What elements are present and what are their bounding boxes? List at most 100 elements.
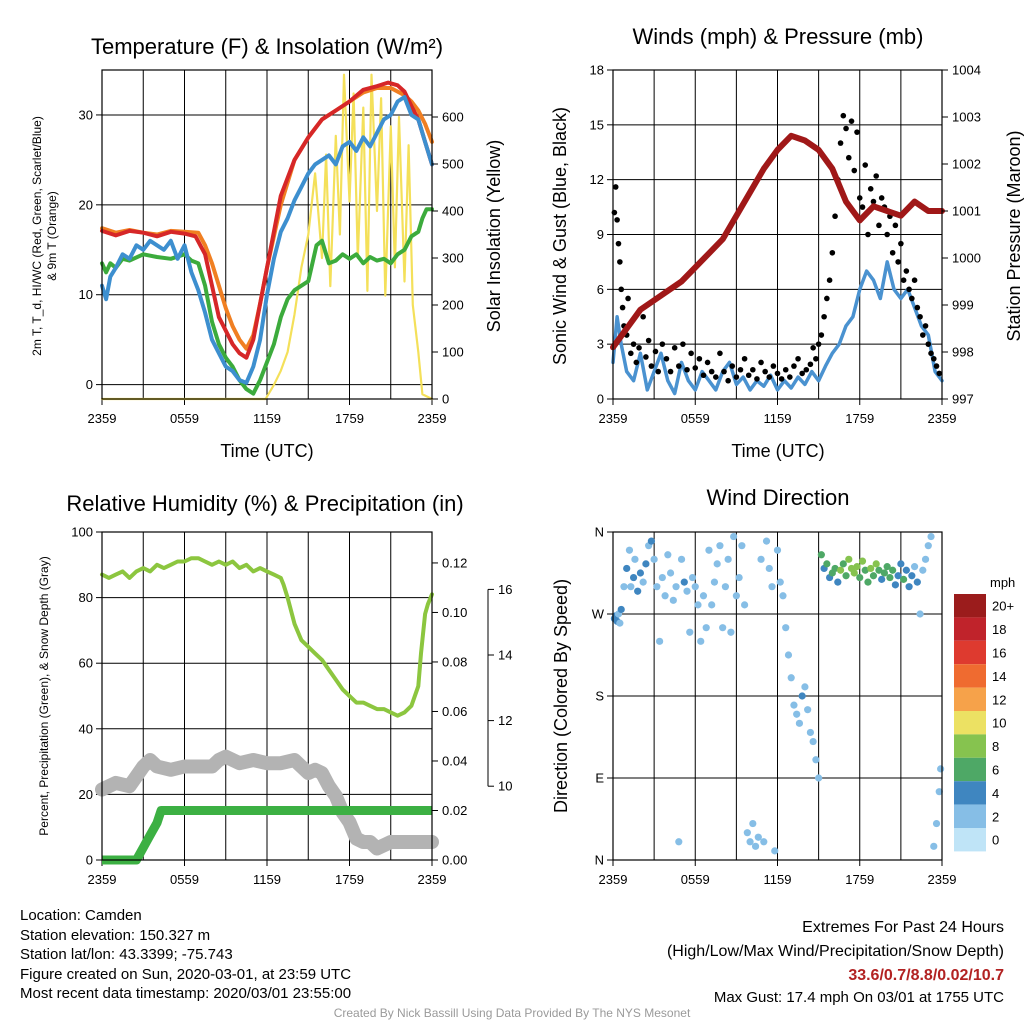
direction-point (664, 551, 672, 559)
direction-point (817, 551, 825, 559)
gust-point (696, 355, 703, 362)
direction-point (839, 560, 847, 568)
y-tick-label: 20 (79, 787, 93, 802)
direction-point (891, 581, 899, 589)
gust-point (758, 359, 764, 366)
direction-point (921, 555, 930, 563)
gust-point (909, 295, 915, 302)
y-tick-label: E (595, 771, 604, 786)
direction-point (713, 560, 721, 568)
colorbar-label: 16 (992, 646, 1006, 661)
gust-point (628, 350, 634, 357)
gust-point (837, 140, 844, 146)
x-tick-label: 2359 (418, 872, 447, 887)
direction-point (806, 728, 815, 737)
gust-point (914, 304, 921, 311)
gust-point (692, 365, 699, 371)
x-tick-label: 2359 (88, 872, 117, 887)
direction-point (771, 847, 779, 855)
insolation-axis-tick-label: 200 (442, 298, 464, 313)
x-tick-label: 0559 (681, 872, 710, 887)
direction-point (669, 596, 677, 604)
sonic-wind-line (611, 260, 944, 396)
direction-point (688, 573, 697, 582)
direction-point (886, 573, 894, 582)
gust-point (815, 341, 822, 347)
gust-point (873, 173, 879, 179)
direction-point (754, 833, 762, 841)
gust-point (617, 259, 623, 265)
gust-point (640, 313, 646, 320)
gust-point (870, 198, 877, 205)
direction-point (683, 587, 691, 595)
y-tick-label: 0 (86, 853, 93, 868)
extremes-subtitle: (High/Low/Max Wind/Precipitation/Snow De… (666, 943, 1004, 960)
rh-line (100, 556, 434, 718)
direction-point (910, 563, 919, 571)
wind-x-label: Time (UTC) (731, 441, 824, 461)
direction-point (699, 592, 708, 600)
gust-point (766, 374, 773, 380)
gust-point (750, 366, 756, 373)
direction-point (757, 555, 765, 563)
gust-point (936, 370, 943, 377)
insolation-axis-tick-label: 300 (442, 251, 464, 266)
direction-point (872, 560, 880, 568)
x-tick-label: 1759 (335, 872, 364, 887)
precip-axis-tick-label: 0.08 (442, 654, 467, 669)
direction-point (894, 572, 902, 580)
extremes-title: Extremes For Past 24 Hours (802, 919, 1004, 936)
direction-point (935, 788, 943, 796)
gust-point (704, 359, 711, 366)
gust-point (933, 363, 940, 369)
gust-point (688, 350, 694, 357)
direction-point (741, 601, 749, 609)
recent-text: Most recent data timestamp: 2020/03/01 2… (20, 985, 352, 1002)
direction-point (861, 566, 869, 574)
direction-point (666, 569, 675, 577)
direction-point (650, 555, 658, 563)
gust-point (826, 277, 833, 283)
direction-point (776, 578, 784, 586)
gust-point (643, 354, 649, 360)
gust-point (708, 368, 715, 375)
gust-point (892, 222, 899, 229)
direction-point (897, 560, 905, 568)
colorbar-title: mph (990, 575, 1015, 590)
colorbar-swatch (954, 828, 986, 852)
y-tick-label: 20 (79, 197, 93, 212)
direction-point (658, 573, 666, 582)
direction-point (773, 546, 782, 554)
y-tick-label: 60 (79, 656, 93, 671)
direction-point (842, 572, 850, 580)
insolation-line (100, 73, 434, 401)
x-tick-label: 1759 (335, 411, 364, 426)
direction-point (787, 674, 795, 682)
gust-point (845, 154, 852, 161)
snow-axis-tick-label: 14 (498, 648, 512, 663)
direction-point (889, 566, 897, 574)
y-tick-label: 12 (590, 172, 604, 187)
gust-point (903, 268, 910, 274)
gust-point (824, 295, 830, 302)
gust-point (729, 363, 736, 369)
direction-point (647, 537, 655, 545)
direction-point (616, 619, 624, 627)
gust-point (655, 368, 662, 375)
gust-point (612, 184, 619, 190)
plot-border (101, 69, 433, 400)
colorbar-label: 2 (992, 809, 999, 824)
direction-point (908, 572, 916, 580)
direction-point (790, 701, 798, 709)
pressure-axis-tick-label: 997 (952, 392, 974, 407)
y-tick-label: 3 (597, 337, 604, 352)
gust-point (645, 337, 652, 344)
gust-point (671, 345, 678, 351)
gust-point (636, 345, 642, 351)
direction-point (793, 710, 801, 718)
wind-panel-title: Winds (mph) & Pressure (mb) (633, 24, 924, 49)
colorbar-swatch (954, 781, 986, 805)
direction-point (883, 563, 891, 571)
x-tick-label: 1759 (845, 411, 874, 426)
